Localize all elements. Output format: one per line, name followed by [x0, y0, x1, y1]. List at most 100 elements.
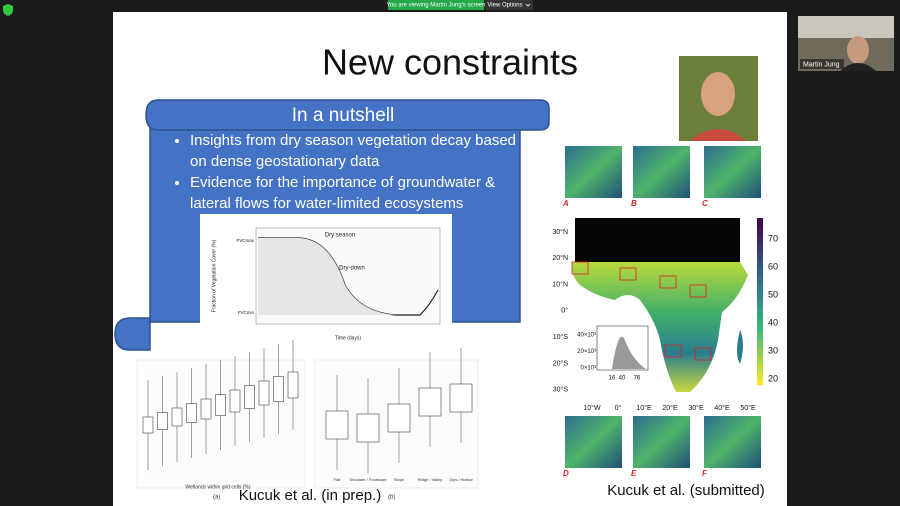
- colorbar-label: 40: [768, 317, 778, 327]
- box: [215, 394, 226, 416]
- panel-label: (a): [213, 495, 220, 501]
- lon-label: 50°E: [740, 404, 756, 412]
- box: [325, 410, 349, 440]
- share-banner: [388, 0, 484, 10]
- map-panel: [704, 146, 761, 198]
- box: [356, 413, 380, 443]
- panel-label: (b): [388, 495, 395, 501]
- category-label: Ridge / Valley: [418, 477, 442, 482]
- boxplot-x-axis: Wetlands within grid cells (%): [185, 484, 251, 490]
- figure-level: FVCmin: [238, 310, 255, 315]
- figure-label: Dry season: [325, 233, 355, 239]
- view-options[interactable]: [485, 0, 533, 10]
- map-panel: [633, 416, 690, 468]
- bullet: Evidence for the importance of groundwat…: [190, 172, 535, 214]
- colorbar-label: 60: [768, 261, 778, 271]
- panel-letter: E: [631, 469, 637, 478]
- box: [244, 385, 255, 409]
- colorbar-label: 20: [768, 373, 778, 383]
- lat-label: 20°S: [553, 359, 569, 367]
- chevron: [525, 3, 531, 7]
- inset-x-label: 76: [634, 376, 641, 382]
- lon-label: 40°E: [714, 404, 730, 412]
- citation: Kucuk et al. (submitted): [607, 482, 765, 499]
- box: [418, 387, 442, 417]
- participant-body: [840, 63, 876, 71]
- region-box: [689, 284, 707, 298]
- sahara-mask: [575, 218, 740, 262]
- figure-level: FVCmax: [236, 238, 254, 243]
- box: [157, 412, 168, 430]
- panel-letter: C: [702, 199, 708, 208]
- map-panel: [633, 146, 690, 198]
- inset-x-label: 40: [619, 376, 626, 382]
- lon-label: 10°E: [636, 404, 652, 412]
- madagascar: [737, 330, 743, 364]
- lon-label: 10°W: [583, 404, 601, 412]
- colorbar-label: 50: [768, 289, 778, 299]
- panel-letter: D: [563, 469, 569, 478]
- region-box: [619, 267, 637, 281]
- category-label: Slope: [394, 477, 405, 482]
- box: [229, 389, 241, 413]
- inset-y-label: 20×10³: [577, 349, 596, 355]
- category-label: Dips / Hollow: [449, 477, 472, 482]
- box: [287, 371, 299, 399]
- map-panel: [565, 146, 622, 198]
- view-options-label[interactable]: View Options: [487, 3, 522, 9]
- citation: Kucuk et al. (in prep.): [239, 487, 382, 504]
- box: [186, 403, 197, 423]
- panel-letter: B: [631, 199, 637, 208]
- box: [273, 376, 284, 402]
- lat-label: 30°N: [552, 228, 568, 236]
- region-box: [571, 261, 589, 275]
- lat-label: 0°: [561, 307, 568, 315]
- lat-label: 30°S: [553, 386, 569, 394]
- box: [387, 403, 411, 433]
- security-icon[interactable]: [3, 4, 13, 16]
- bullet-list: Insights from dry season vegetation deca…: [168, 130, 535, 214]
- colorbar: [757, 218, 763, 385]
- inset-histogram: [612, 336, 646, 369]
- panel-letter: F: [702, 469, 708, 478]
- nutshell-heading: In a nutshell: [292, 105, 394, 126]
- lat-label: 10°N: [552, 280, 568, 288]
- scroll-header: [145, 99, 550, 131]
- name-tag: [800, 59, 844, 69]
- inset-x-label: 16: [609, 376, 616, 382]
- map-panel: [565, 416, 622, 468]
- category-label: Flat: [334, 477, 342, 482]
- inset-y-label: 0×10³: [580, 366, 596, 372]
- box: [142, 416, 154, 434]
- hatched-area: [258, 238, 395, 315]
- box: [200, 398, 212, 420]
- participant-face: [847, 36, 869, 64]
- inset-y-label: 40×10³: [577, 333, 596, 339]
- photo-face: [701, 72, 735, 116]
- box: [258, 380, 270, 406]
- banner-text: You are viewing Martin Jung's screen: [387, 3, 486, 9]
- lon-label: 20°E: [662, 404, 678, 412]
- colorbar-label: 30: [768, 345, 778, 355]
- africa: [571, 262, 748, 392]
- photo-shirt: [690, 129, 746, 141]
- map-panel: [704, 416, 761, 468]
- figure-x-axis: Time (days): [335, 335, 362, 341]
- category-label: Shoulder / Footslope: [350, 477, 388, 482]
- bullet: Insights from dry season vegetation deca…: [190, 130, 535, 172]
- lon-label: 30°E: [688, 404, 704, 412]
- box: [449, 383, 473, 413]
- lon-label: 0°: [615, 404, 622, 412]
- scroll-curl: [114, 317, 151, 351]
- region-box: [694, 347, 712, 361]
- region-box: [659, 275, 677, 289]
- colorbar-label: 70: [768, 233, 778, 243]
- figure-label: Dry-down: [339, 266, 365, 272]
- panel-letter: A: [562, 199, 569, 208]
- region-box: [664, 344, 682, 358]
- figure-y-axis: Fraction of Vegetation Cover (%): [211, 239, 217, 312]
- box: [171, 407, 183, 427]
- lat-label: 10°S: [553, 333, 569, 341]
